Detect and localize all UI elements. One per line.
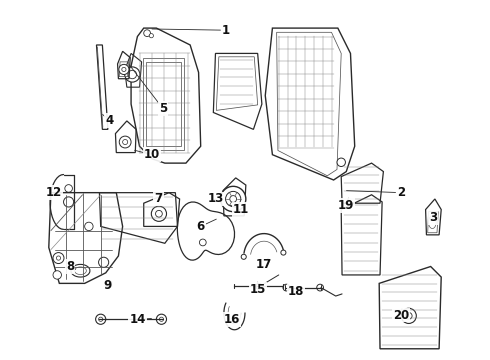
Circle shape [281,250,286,255]
Text: 12: 12 [46,186,62,199]
Circle shape [53,271,61,279]
Circle shape [151,206,167,221]
Circle shape [98,317,103,321]
Text: 10: 10 [144,148,160,161]
Circle shape [220,186,246,212]
Circle shape [119,136,131,148]
Circle shape [159,317,164,321]
Circle shape [230,195,237,202]
Text: 9: 9 [104,279,112,292]
Text: 19: 19 [338,199,354,212]
Circle shape [122,67,126,72]
Circle shape [283,284,290,291]
Text: 20: 20 [393,309,409,321]
Circle shape [53,253,64,264]
Circle shape [98,257,109,267]
Circle shape [149,33,153,38]
Circle shape [96,314,106,324]
Text: 6: 6 [196,220,205,233]
Text: 3: 3 [429,211,437,225]
Text: 11: 11 [233,203,249,216]
Circle shape [337,158,345,166]
Text: 16: 16 [224,313,241,326]
Text: 14: 14 [129,313,146,326]
Text: 4: 4 [105,114,113,127]
Text: 17: 17 [256,258,272,271]
Circle shape [256,283,262,289]
Text: 13: 13 [207,193,223,206]
Text: 2: 2 [397,186,405,199]
Text: 8: 8 [66,260,74,273]
Text: 7: 7 [154,193,163,206]
Circle shape [225,192,241,207]
Text: 15: 15 [249,283,266,296]
Circle shape [65,185,73,192]
Circle shape [125,67,140,82]
Circle shape [405,312,412,319]
Text: 5: 5 [159,102,167,115]
Circle shape [241,254,246,259]
Text: 18: 18 [288,285,304,298]
Text: 1: 1 [222,24,230,37]
Circle shape [105,281,110,286]
Circle shape [199,239,206,246]
Circle shape [56,256,61,260]
Circle shape [85,222,93,231]
Circle shape [155,210,162,217]
Circle shape [122,139,128,145]
Circle shape [64,197,74,207]
Circle shape [128,70,137,79]
Circle shape [144,30,150,36]
Circle shape [119,64,129,75]
Circle shape [317,284,323,291]
Circle shape [156,314,167,324]
Circle shape [401,308,416,324]
